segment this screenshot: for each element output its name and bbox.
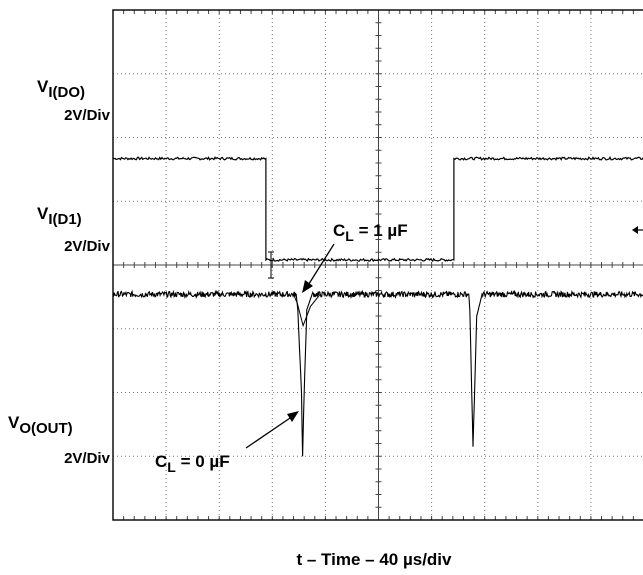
annotation-arrowhead-1uf xyxy=(302,280,313,293)
channel-1-scale: 2V/Div xyxy=(64,107,111,124)
trace-vi-d1 xyxy=(112,155,643,263)
channel-1-name: VI(DO) xyxy=(37,77,85,101)
channel-3-name: VO(OUT) xyxy=(8,413,73,437)
annotation-cl-0uf: CL = 0 µF xyxy=(155,452,230,475)
x-axis-label: t – Time – 40 µs/div xyxy=(296,550,452,569)
plot-frame xyxy=(112,9,643,521)
channel-2-name: VI(D1) xyxy=(37,204,82,228)
trace-vo-out xyxy=(112,289,643,457)
channel-3-scale: 2V/Div xyxy=(64,450,111,467)
channel-2-scale: 2V/Div xyxy=(64,238,111,255)
grid xyxy=(112,9,643,521)
annotation-arrowhead-0uf xyxy=(287,411,299,422)
trace-vo-out-1uf xyxy=(293,293,321,328)
edge-marker-arrowhead xyxy=(632,226,638,234)
annotation-cl-1uf: CL = 1 µF xyxy=(333,221,408,244)
annotation-arrow-0uf xyxy=(245,415,294,449)
annotation-arrow-1uf xyxy=(306,243,335,288)
